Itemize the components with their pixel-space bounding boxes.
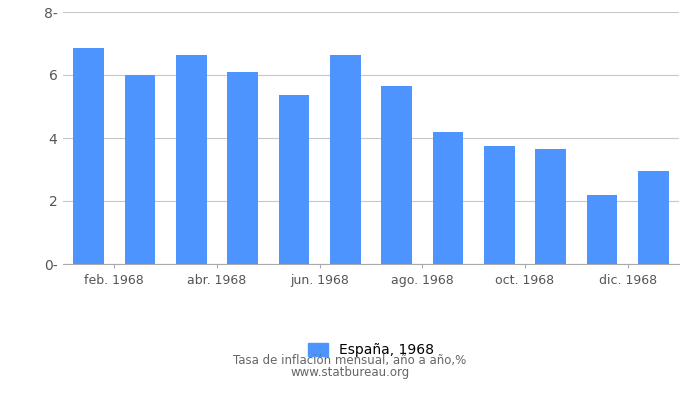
Bar bbox=[536, 149, 566, 264]
Bar bbox=[382, 86, 412, 264]
Bar bbox=[74, 48, 104, 264]
Bar bbox=[176, 54, 206, 264]
Bar bbox=[279, 96, 309, 264]
Bar bbox=[484, 146, 514, 264]
Legend: España, 1968: España, 1968 bbox=[302, 338, 440, 363]
Text: www.statbureau.org: www.statbureau.org bbox=[290, 366, 410, 379]
Bar bbox=[433, 132, 463, 264]
Bar bbox=[125, 75, 155, 264]
Text: Tasa de inflación mensual, año a año,%: Tasa de inflación mensual, año a año,% bbox=[233, 354, 467, 367]
Bar bbox=[330, 54, 360, 264]
Bar bbox=[587, 195, 617, 264]
Bar bbox=[228, 72, 258, 264]
Bar bbox=[638, 171, 668, 264]
